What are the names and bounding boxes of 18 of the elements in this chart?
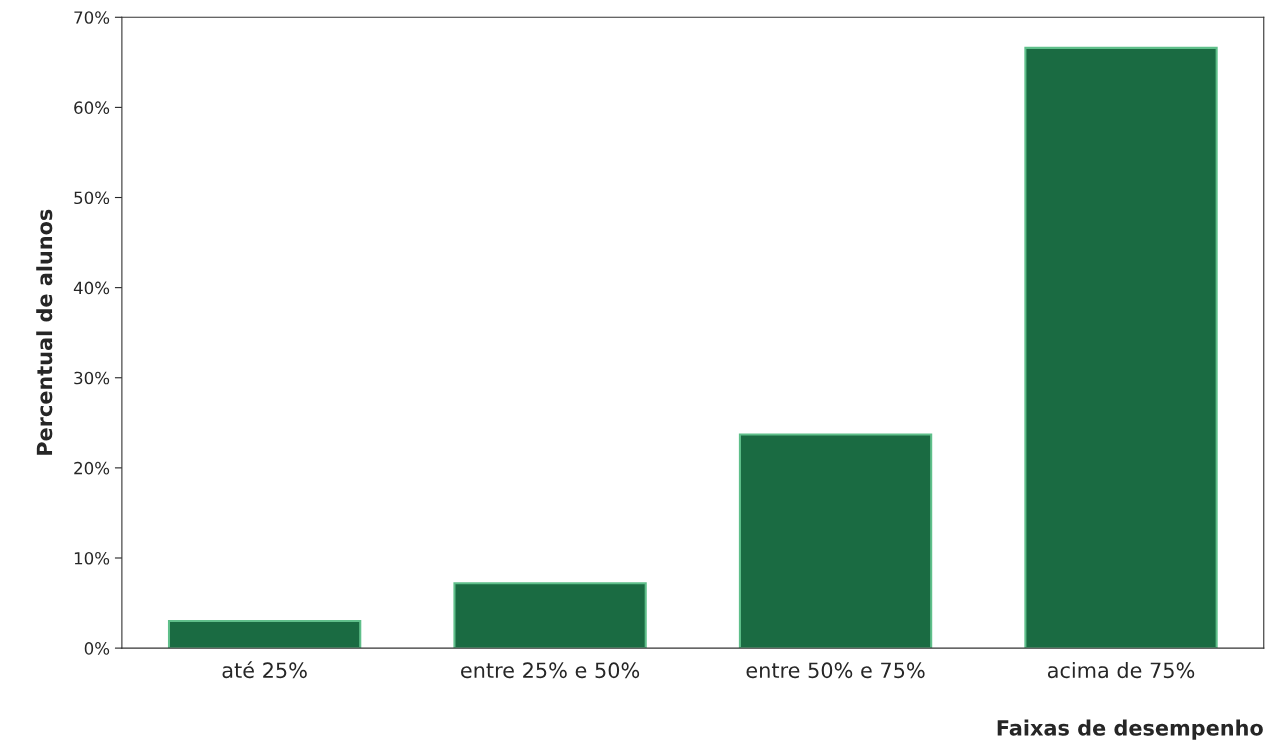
bar [167, 620, 362, 649]
y-tick-label: 60% [74, 101, 110, 114]
y-tick-label: 10% [74, 551, 110, 565]
x-axis-title: Faixas de desempenho [997, 719, 1263, 740]
x-tick-label: entre 25% e 50% [461, 662, 640, 679]
bar [1024, 46, 1218, 649]
bar [738, 433, 933, 649]
y-tick-label: 40% [73, 281, 110, 295]
y-tick-label: 0% [84, 642, 110, 655]
y-tick-label: 20% [74, 461, 110, 475]
y-tick-label: 30% [74, 371, 110, 385]
x-tick-label: acima de 75% [1047, 662, 1195, 679]
y-tick-label: 70% [74, 11, 110, 24]
x-tick-label: entre 50% e 75% [746, 662, 925, 679]
y-tick-label: 50% [74, 191, 110, 205]
bar [453, 582, 647, 649]
x-tick-label: até 25% [222, 661, 307, 679]
y-axis-title: Percentual de alunos [36, 209, 53, 455]
